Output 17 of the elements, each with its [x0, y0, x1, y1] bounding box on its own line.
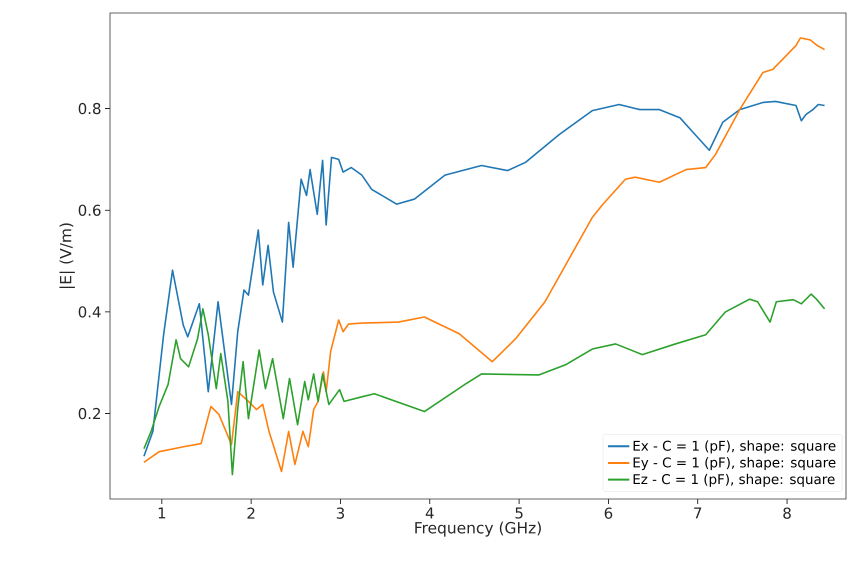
y-axis-title: |E| (V/m)	[59, 223, 75, 288]
x-tick-label: 1	[158, 508, 166, 518]
x-tick-label: 5	[515, 508, 523, 519]
x-tick-label: 3	[336, 508, 344, 519]
y-tick-label: 0.6	[78, 204, 101, 216]
legend-label: Ey - C = 1 (pF), shape: square	[634, 457, 836, 470]
y-tick-label: 0.4	[78, 306, 101, 318]
x-tick-label: 6	[604, 508, 612, 519]
y-tick-label: 0.8	[78, 102, 100, 114]
x-axis-title: Frequency (GHz)	[415, 522, 541, 537]
x-tick-label: 4	[426, 508, 434, 518]
legend-label: Ez - C = 1 (pF), shape: square	[634, 474, 835, 487]
y-tick-label: 0.2	[78, 408, 100, 420]
x-tick-label: 8	[783, 508, 791, 519]
x-tick-label: 7	[694, 508, 702, 518]
legend-label: Ex - C = 1 (pF), shape: square	[634, 440, 836, 454]
x-tick-label: 2	[247, 508, 254, 519]
